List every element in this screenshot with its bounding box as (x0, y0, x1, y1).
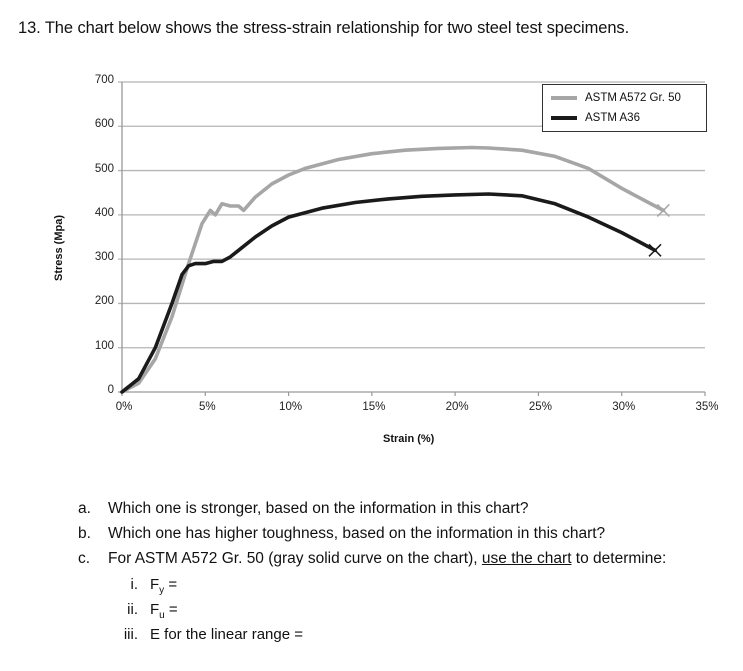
question-number: 13. (18, 19, 41, 37)
x-tick-label: 20% (445, 401, 469, 413)
y-tick-label: 500 (94, 162, 114, 175)
underlined-text: use the chart (481, 550, 572, 567)
subscript: y (159, 585, 165, 596)
legend-swatch-gray (551, 96, 577, 100)
y-tick-label: 700 (94, 74, 114, 86)
question-text: Which one is stronger, based on the info… (108, 500, 529, 517)
x-axis-label: Strain (%) (383, 433, 435, 445)
question-text: Which one has higher toughness, based on… (108, 525, 606, 542)
series-line-a572 (120, 145, 666, 394)
fracture-x-marker-icon (648, 243, 662, 257)
suffix: = (164, 576, 178, 593)
stress-strain-chart: 0 100 200 300 400 500 600 700 0% 5% 10% 15% 20% 25% 3… (53, 74, 719, 445)
x-tick-label: 25% (528, 401, 552, 413)
legend-swatch-black (551, 116, 577, 120)
question-text-part: to determine: (571, 550, 667, 567)
y-axis-label: Stress (Mpa) (53, 214, 65, 282)
x-tick-label: 5% (198, 401, 216, 413)
series-line-a36 (120, 192, 657, 394)
subquestion-text: E for the linear range = (150, 626, 304, 643)
x-tick-label: 10% (279, 401, 303, 413)
fracture-x-marker-icon (656, 203, 670, 217)
question-marker: a. (78, 500, 91, 517)
x-tick-label: 15% (362, 401, 386, 413)
subquestion-text: Fu = (150, 601, 178, 621)
question-text: The chart below shows the stress-strain … (44, 19, 630, 37)
y-tick-label: 300 (94, 251, 114, 264)
y-tick-label: 200 (94, 295, 114, 308)
legend-item-a572: ASTM A572 Gr. 50 (551, 92, 681, 104)
chart-legend: ASTM A572 Gr. 50 ASTM A36 (542, 84, 707, 132)
y-tick-label: 0 (107, 384, 114, 396)
legend-item-a36: ASTM A36 (551, 112, 640, 124)
y-tick-label: 400 (94, 206, 114, 219)
legend-label: ASTM A36 (585, 112, 640, 124)
question-text: For ASTM A572 Gr. 50 (gray solid curve o… (108, 550, 666, 568)
subquestion-marker: iii. (123, 626, 138, 643)
question-marker: c. (78, 550, 91, 567)
y-tick-label: 100 (94, 339, 114, 352)
subquestion-text: Fy = (150, 576, 177, 596)
symbol: F (150, 601, 160, 618)
legend-label: ASTM A572 Gr. 50 (585, 92, 681, 104)
question-prompt: 13. The chart below shows the stress-str… (18, 19, 629, 38)
x-tick-label: 0% (115, 401, 133, 413)
question-text-part: For ASTM A572 Gr. 50 (gray solid curve o… (108, 550, 482, 567)
x-tick-label: 30% (612, 401, 636, 413)
question-marker: b. (78, 525, 91, 542)
x-tick-label: 35% (695, 401, 719, 413)
subquestion-marker: i. (130, 576, 139, 593)
subquestion-marker: ii. (127, 601, 138, 618)
y-tick-label: 600 (94, 118, 114, 131)
suffix: = (164, 601, 178, 618)
symbol: F (150, 576, 160, 593)
subscript: u (159, 610, 165, 621)
